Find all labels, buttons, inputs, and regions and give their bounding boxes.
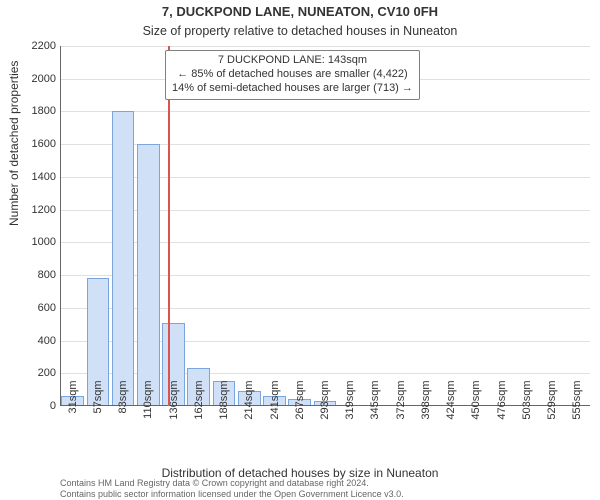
- y-tick-label: 2200: [32, 40, 56, 52]
- x-tick-label: 555sqm: [571, 381, 583, 436]
- callout-line3: 14% of semi-detached houses are larger (…: [172, 82, 413, 96]
- x-tick-label: 214sqm: [243, 381, 255, 436]
- chart-plot-area: 0200400600800100012001400160018002000220…: [60, 46, 590, 406]
- y-tick-label: 1200: [32, 204, 56, 216]
- y-tick-label: 600: [38, 302, 56, 314]
- callout-line2: ← 85% of detached houses are smaller (4,…: [172, 68, 413, 82]
- gridline: [60, 46, 590, 47]
- x-tick-label: 372sqm: [395, 381, 407, 436]
- x-tick-label: 31sqm: [67, 381, 79, 436]
- callout-line1: 7 DUCKPOND LANE: 143sqm: [172, 54, 413, 68]
- y-tick-label: 200: [38, 367, 56, 379]
- x-tick-label: 529sqm: [546, 381, 558, 436]
- y-axis-label: Number of detached properties: [7, 61, 21, 226]
- y-tick-label: 1800: [32, 105, 56, 117]
- y-tick-label: 400: [38, 335, 56, 347]
- page-title: 7, DUCKPOND LANE, NUNEATON, CV10 0FH: [0, 4, 600, 19]
- histogram-bar: [112, 111, 135, 406]
- y-tick-label: 2000: [32, 73, 56, 85]
- y-tick-label: 1400: [32, 171, 56, 183]
- x-tick-label: 503sqm: [521, 381, 533, 436]
- x-tick-label: 319sqm: [344, 381, 356, 436]
- y-tick-label: 1600: [32, 138, 56, 150]
- page-subtitle: Size of property relative to detached ho…: [0, 24, 600, 38]
- y-axis-line: [60, 46, 61, 406]
- x-tick-label: 345sqm: [369, 381, 381, 436]
- reference-callout: 7 DUCKPOND LANE: 143sqm ← 85% of detache…: [165, 50, 420, 100]
- x-tick-label: 241sqm: [269, 381, 281, 436]
- gridline: [60, 111, 590, 112]
- x-tick-label: 57sqm: [92, 381, 104, 436]
- x-tick-label: 83sqm: [117, 381, 129, 436]
- x-tick-label: 293sqm: [319, 381, 331, 436]
- x-tick-label: 398sqm: [420, 381, 432, 436]
- x-tick-label: 110sqm: [142, 381, 154, 436]
- y-tick-label: 1000: [32, 236, 56, 248]
- footer-line2: Contains public sector information licen…: [60, 489, 592, 499]
- y-tick-label: 800: [38, 269, 56, 281]
- y-tick-label: 0: [50, 400, 56, 412]
- x-tick-label: 424sqm: [445, 381, 457, 436]
- x-tick-label: 188sqm: [218, 381, 230, 436]
- histogram-bar: [137, 144, 160, 406]
- x-tick-label: 476sqm: [496, 381, 508, 436]
- x-tick-label: 162sqm: [193, 381, 205, 436]
- footer-line1: Contains HM Land Registry data © Crown c…: [60, 478, 592, 488]
- x-tick-label: 450sqm: [470, 381, 482, 436]
- footer-attribution: Contains HM Land Registry data © Crown c…: [60, 478, 592, 499]
- x-tick-label: 267sqm: [294, 381, 306, 436]
